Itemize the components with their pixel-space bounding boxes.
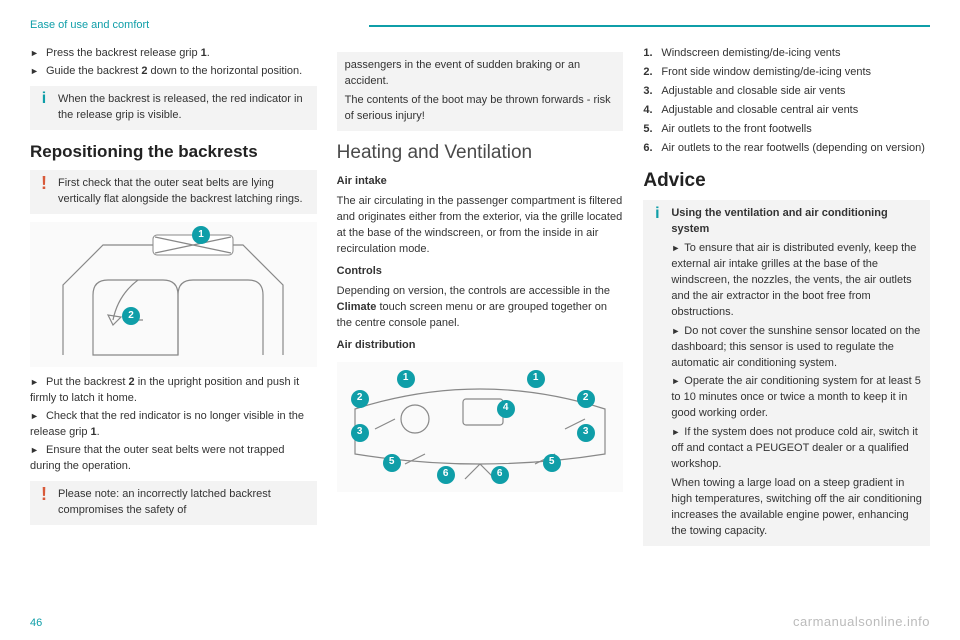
- text: down to the horizontal position.: [148, 65, 303, 77]
- subhead-air-dist: Air distribution: [337, 338, 624, 354]
- text: Operate the air conditioning system for …: [671, 375, 921, 419]
- column-3: 1.Windscreen demisting/de-icing vents 2.…: [643, 46, 930, 552]
- subhead-repositioning: Repositioning the backrests: [30, 140, 317, 165]
- seat-illustration: [43, 225, 303, 365]
- num: 5.: [643, 122, 661, 138]
- dash-badge-3b: 3: [577, 424, 595, 442]
- text: To ensure that air is distributed evenly…: [671, 242, 916, 318]
- info-icon: i: [649, 204, 665, 222]
- bullet-press-grip: Press the backrest release grip 1.: [30, 46, 317, 62]
- para-controls: Depending on version, the controls are a…: [337, 284, 624, 332]
- num: 2.: [643, 65, 661, 81]
- list-item: 6.Air outlets to the rear footwells (dep…: [643, 141, 930, 157]
- heading-advice: Advice: [643, 167, 930, 195]
- bullet-ensure-belts: Ensure that the outer seat belts were no…: [30, 443, 317, 475]
- info-title: Using the ventilation and air conditioni…: [671, 206, 924, 238]
- warn-box-seatbelts: ! First check that the outer seat belts …: [30, 170, 317, 214]
- section-title: Ease of use and comfort: [30, 18, 149, 34]
- warn-text: First check that the outer seat belts ar…: [58, 176, 311, 208]
- warn-icon: !: [36, 174, 52, 192]
- text: touch screen menu or are grouped togethe…: [337, 301, 607, 329]
- advice-p5: When towing a large load on a steep grad…: [671, 476, 924, 540]
- text: Front side window demisting/de-icing ven…: [661, 65, 871, 81]
- advice-p1: To ensure that air is distributed evenly…: [671, 241, 924, 321]
- column-2: passengers in the event of sudden brakin…: [337, 46, 624, 552]
- page-header: Ease of use and comfort: [30, 18, 930, 34]
- text: Ensure that the outer seat belts were no…: [30, 444, 284, 472]
- dashboard-illustration: [345, 364, 615, 489]
- dash-badge-2b: 2: [577, 390, 595, 408]
- warn-continuation: passengers in the event of sudden brakin…: [337, 52, 624, 131]
- text: Put the backrest: [46, 376, 129, 388]
- text: .: [207, 47, 210, 59]
- advice-p2: Do not cover the sunshine sensor located…: [671, 324, 924, 372]
- para-air-intake: The air circulating in the passenger com…: [337, 194, 624, 258]
- num: 6.: [643, 141, 661, 157]
- dash-badge-4: 4: [497, 400, 515, 418]
- watermark: carmanualsonline.info: [793, 613, 930, 632]
- advice-p3: Operate the air conditioning system for …: [671, 374, 924, 422]
- num: 3.: [643, 84, 661, 100]
- list-item: 2.Front side window demisting/de-icing v…: [643, 65, 930, 81]
- text: If the system does not produce cold air,…: [671, 426, 917, 470]
- dash-badge-5a: 5: [383, 454, 401, 472]
- dash-badge-6b: 6: [491, 466, 509, 484]
- text: Air outlets to the rear footwells (depen…: [661, 141, 925, 157]
- dash-badge-2a: 2: [351, 390, 369, 408]
- dash-badge-1b: 1: [527, 370, 545, 388]
- warn-box-latched: ! Please note: an incorrectly latched ba…: [30, 481, 317, 525]
- info-box-released: i When the backrest is released, the red…: [30, 86, 317, 130]
- text: .: [97, 426, 100, 438]
- text: Adjustable and closable central air vent…: [661, 103, 858, 119]
- num: 1.: [643, 46, 661, 62]
- dash-badge-5b: 5: [543, 454, 561, 472]
- text: Do not cover the sunshine sensor located…: [671, 325, 920, 369]
- text: passengers in the event of sudden brakin…: [345, 58, 618, 90]
- text: Guide the backrest: [46, 65, 141, 77]
- dash-badge-6a: 6: [437, 466, 455, 484]
- list-item: 1.Windscreen demisting/de-icing vents: [643, 46, 930, 62]
- page-number: 46: [30, 616, 42, 632]
- subhead-air-intake: Air intake: [337, 174, 624, 190]
- bullet-upright: Put the backrest 2 in the upright positi…: [30, 375, 317, 407]
- header-rule: [369, 25, 930, 27]
- vent-list: 1.Windscreen demisting/de-icing vents 2.…: [643, 46, 930, 157]
- warn-icon: !: [36, 485, 52, 503]
- list-item: 5.Air outlets to the front footwells: [643, 122, 930, 138]
- column-1: Press the backrest release grip 1. Guide…: [30, 46, 317, 552]
- bullet-check-indicator: Check that the red indicator is no longe…: [30, 409, 317, 441]
- info-icon: i: [36, 90, 52, 108]
- dash-badge-1a: 1: [397, 370, 415, 388]
- advice-p4: If the system does not produce cold air,…: [671, 425, 924, 473]
- text: The contents of the boot may be thrown f…: [345, 93, 618, 125]
- dash-badge-3a: 3: [351, 424, 369, 442]
- bullet-guide-backrest: Guide the backrest 2 down to the horizon…: [30, 64, 317, 80]
- text: Press the backrest release grip: [46, 47, 201, 59]
- figure-dashboard: 1 1 2 2 3 3 4 5 5 6 6: [337, 362, 624, 492]
- text: Adjustable and closable side air vents: [661, 84, 845, 100]
- info-box-advice: i Using the ventilation and air conditio…: [643, 200, 930, 546]
- climate-bold: Climate: [337, 301, 377, 313]
- info-text: When the backrest is released, the red i…: [58, 92, 311, 124]
- list-item: 3.Adjustable and closable side air vents: [643, 84, 930, 100]
- figure-seat-fold: 1 2: [30, 222, 317, 367]
- text: Check that the red indicator is no longe…: [30, 410, 304, 438]
- text: Depending on version, the controls are a…: [337, 285, 610, 297]
- list-item: 4.Adjustable and closable central air ve…: [643, 103, 930, 119]
- heading-heating-vent: Heating and Ventilation: [337, 139, 624, 167]
- text: Windscreen demisting/de-icing vents: [661, 46, 840, 62]
- warn-text: Please note: an incorrectly latched back…: [58, 487, 311, 519]
- num: 4.: [643, 103, 661, 119]
- text: Air outlets to the front footwells: [661, 122, 811, 138]
- subhead-controls: Controls: [337, 264, 624, 280]
